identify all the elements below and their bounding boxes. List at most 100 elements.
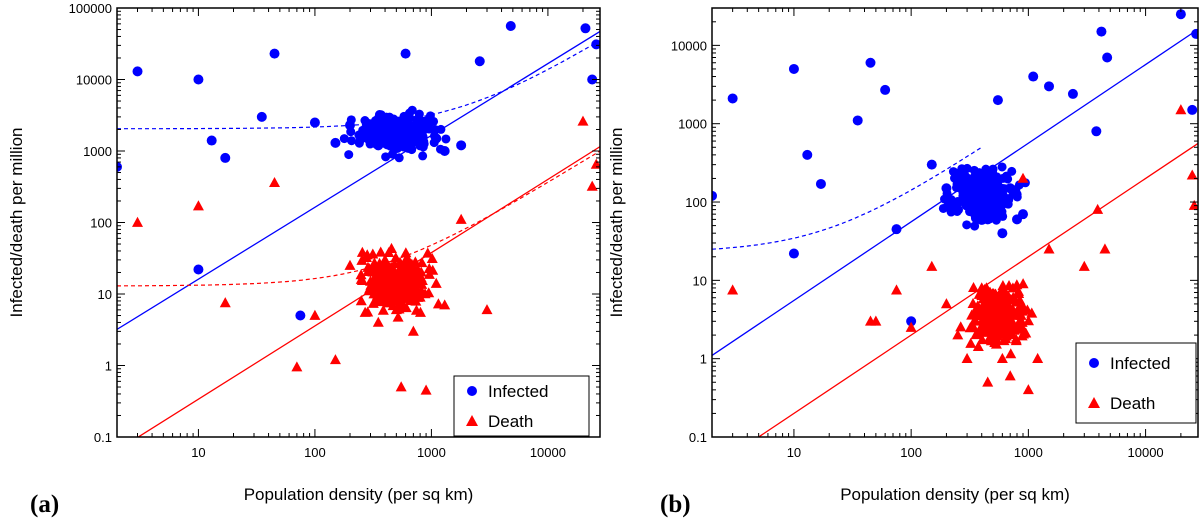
infected-cloud-point — [962, 220, 972, 230]
death-cloud-point — [1026, 307, 1038, 318]
x-tick-label: 100 — [304, 445, 326, 460]
legend-death-marker — [466, 415, 478, 426]
infected-point — [788, 63, 799, 74]
infected-point — [1005, 183, 1016, 194]
infected-point — [1187, 104, 1198, 115]
infected-point — [456, 140, 467, 151]
death-point — [952, 329, 964, 340]
death-point — [1032, 352, 1044, 363]
infected-cloud-point — [970, 172, 980, 182]
death-cloud-point — [390, 252, 402, 263]
death-cloud-point — [374, 281, 386, 292]
infected-point — [988, 200, 999, 211]
infected-cloud-point — [1003, 174, 1013, 184]
infected-point — [880, 84, 891, 95]
death-cloud-point — [410, 304, 422, 315]
infected-point — [193, 264, 204, 275]
death-point — [940, 298, 952, 309]
infected-point — [941, 183, 952, 194]
infected-point — [132, 66, 143, 77]
death-point — [727, 284, 739, 295]
infected-cloud-point — [997, 162, 1007, 172]
y-tick-label: 10000 — [76, 73, 112, 88]
infected-point — [788, 248, 799, 259]
infected-point — [802, 149, 813, 160]
infected-point — [356, 133, 367, 144]
y-tick-label: 100000 — [69, 1, 112, 16]
x-tick-label: 100 — [900, 445, 922, 460]
death-point — [1017, 172, 1029, 183]
death-point — [961, 352, 973, 363]
death-cloud-point — [423, 287, 435, 298]
death-point — [1099, 243, 1111, 254]
infected-point — [380, 124, 391, 135]
death-point — [586, 180, 598, 191]
death-point — [400, 266, 412, 277]
infected-point — [865, 57, 876, 68]
x-tick-label: 10 — [191, 445, 205, 460]
y-tick-label: 1000 — [83, 144, 112, 159]
infected-dashed-fit — [117, 40, 600, 130]
death-cloud-point — [356, 274, 368, 285]
infected-point — [1175, 9, 1186, 20]
infected-point — [926, 159, 937, 170]
death-point — [309, 309, 321, 320]
infected-cloud-point — [999, 191, 1009, 201]
death-cloud-point — [955, 321, 967, 332]
death-cloud-point — [995, 300, 1007, 311]
infected-point — [193, 74, 204, 85]
death-cloud-point — [976, 334, 988, 345]
infected-cloud-point — [951, 168, 961, 178]
death-cloud-point — [1005, 348, 1017, 359]
x-tick-label: 10000 — [1128, 445, 1164, 460]
death-cloud-point — [355, 269, 367, 280]
plot-frame — [116, 7, 601, 438]
death-cloud-point — [393, 288, 405, 299]
death-point — [577, 115, 589, 126]
death-cloud-point — [981, 308, 993, 319]
death-trend-line — [757, 142, 1198, 437]
infected-point — [1102, 52, 1113, 63]
death-cloud-point — [426, 252, 438, 264]
panel-label: (a) — [30, 491, 59, 518]
infected-cloud-point — [952, 206, 962, 216]
chart-panel-b: 10 100 1000 10000 0.1 1 10 100 1000 10000 Populati… — [607, 7, 1199, 518]
infected-point — [373, 140, 384, 151]
infected-point — [815, 178, 826, 189]
infected-cloud-point — [988, 177, 998, 187]
infected-point — [206, 135, 217, 146]
death-cloud-point — [394, 297, 406, 308]
y-tick-label: 100 — [90, 216, 112, 231]
infected-point — [415, 140, 426, 151]
x-tick-label: 10 — [787, 445, 801, 460]
death-cloud-point — [415, 266, 427, 277]
y-tick-label: 10 — [98, 287, 112, 302]
infected-point — [1018, 209, 1029, 220]
death-point — [132, 216, 144, 227]
infected-point — [891, 224, 902, 235]
x-axis-label: Population density (per sq km) — [244, 485, 474, 504]
infected-point — [982, 214, 993, 225]
y-tick-label: 100 — [685, 195, 707, 210]
death-cloud-point — [402, 274, 414, 285]
legend-label: Death — [488, 412, 533, 431]
infected-point — [712, 190, 717, 201]
death-cloud-point — [1000, 333, 1012, 344]
death-point — [590, 158, 600, 169]
infected-point — [852, 115, 863, 126]
death-point — [1022, 384, 1034, 395]
death-point — [372, 316, 384, 327]
infected-point — [727, 93, 738, 104]
death-point — [1092, 203, 1104, 214]
y-tick-label: 10 — [693, 273, 707, 288]
infected-point — [992, 95, 1003, 106]
infected-cloud-point — [339, 134, 349, 144]
death-point — [987, 329, 999, 340]
infected-cloud-point — [982, 182, 992, 192]
x-tick-label: 1000 — [417, 445, 446, 460]
infected-point — [474, 56, 485, 67]
legend-label: Death — [1110, 394, 1155, 413]
infected-cloud-point — [970, 221, 980, 231]
infected-cloud-point — [381, 152, 391, 162]
death-cloud-point — [1013, 287, 1025, 298]
